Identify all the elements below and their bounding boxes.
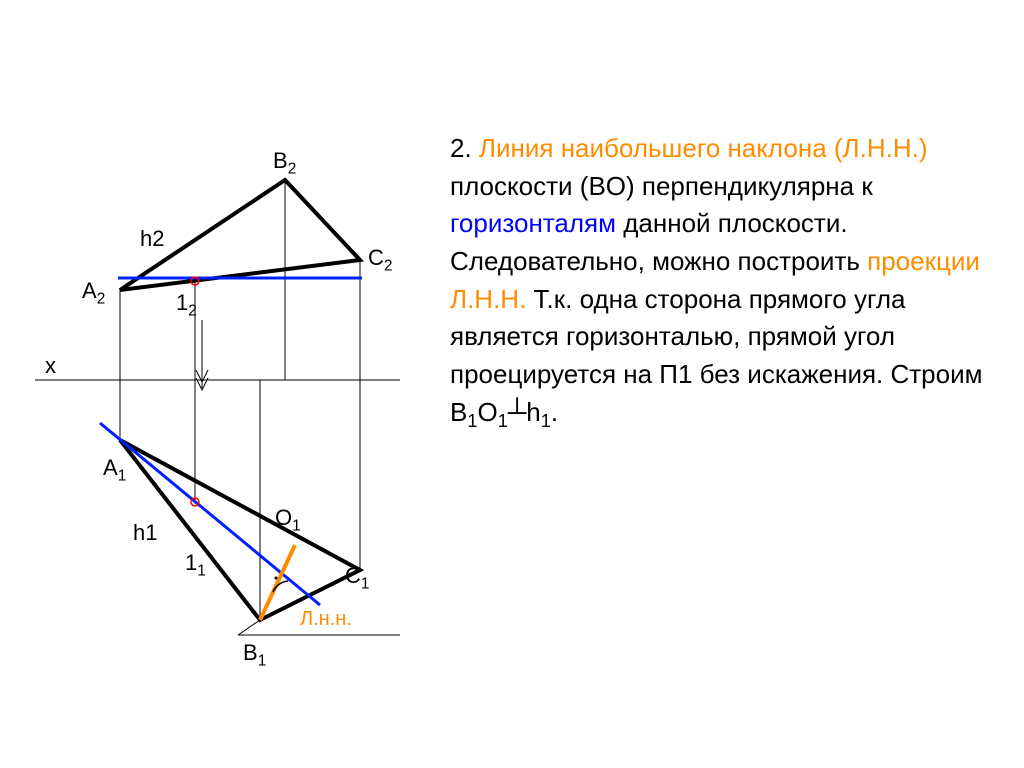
label-lnn: Л.н.н.	[300, 608, 352, 631]
lnn-connector	[238, 620, 260, 635]
label-c1: C1	[345, 563, 369, 593]
label-b2: B2	[273, 148, 296, 178]
label-h2: h2	[140, 226, 164, 252]
diagram-area: B2 C2 A2 h2 12 x A1 h1 11 O1 C1	[0, 0, 440, 768]
label-11: 11	[185, 550, 206, 580]
bo-line	[260, 545, 295, 620]
label-12: 12	[176, 290, 197, 320]
text-area: 2. Линия наибольшего наклона (Л.Н.Н.) пл…	[440, 0, 1024, 768]
label-x: x	[45, 353, 56, 379]
label-h1: h1	[133, 520, 157, 546]
explanation-text: 2. Линия наибольшего наклона (Л.Н.Н.) пл…	[450, 130, 984, 434]
label-c2: C2	[368, 245, 392, 275]
perp-dot	[275, 577, 278, 580]
label-a1: A1	[103, 455, 126, 485]
label-o1: O1	[275, 505, 301, 535]
label-a2: A2	[82, 278, 105, 308]
geometry-diagram	[0, 0, 440, 768]
label-b1: B1	[243, 640, 266, 670]
